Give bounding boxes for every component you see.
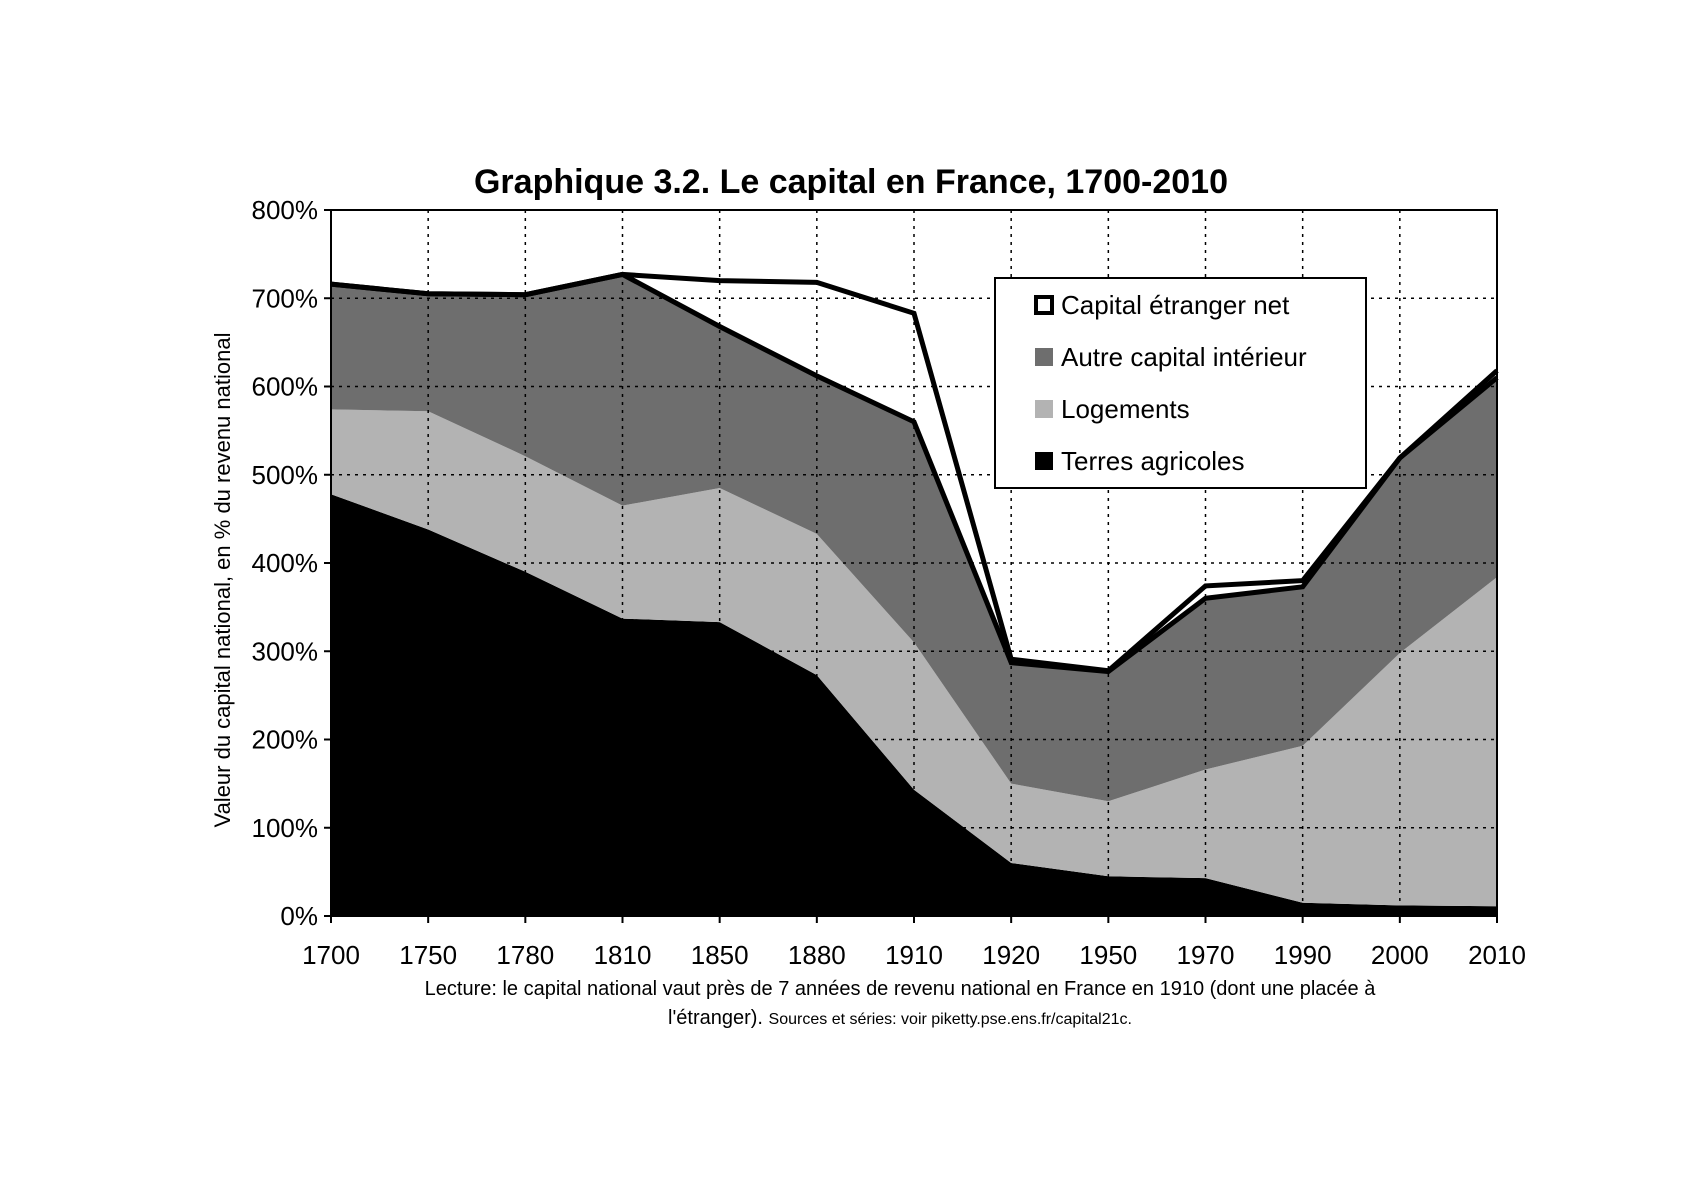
x-tick-label: 1910: [885, 940, 943, 970]
y-tick-label: 100%: [252, 813, 319, 843]
legend-swatch: [1034, 295, 1054, 315]
legend: Capital étranger net Autre capital intéri…: [994, 277, 1367, 489]
sources-text: Sources et séries: voir piketty.pse.ens.…: [768, 1011, 1132, 1028]
x-axis: 1700 1750 1780 1810 1850 1880 1910 1920 1950 1970…: [302, 916, 1526, 970]
area-autre-capital-interieur: [331, 274, 1497, 802]
y-tick-label: 600%: [252, 372, 319, 402]
x-tick-label: 1850: [691, 940, 749, 970]
national-capital-outline: [330, 271, 1499, 674]
x-tick-label: 1700: [302, 940, 360, 970]
sources-note: l'étranger). Sources et séries: voir pik…: [300, 1007, 1500, 1030]
legend-swatch: [1035, 348, 1053, 366]
reading-note-end: l'étranger).: [668, 1007, 769, 1029]
y-tick-label: 800%: [252, 195, 319, 225]
grid: [331, 210, 1497, 916]
series-outline-group: [330, 271, 1499, 675]
y-axis-label: Valeur du capital national, en % du reve…: [210, 333, 235, 828]
y-tick-label: 500%: [252, 460, 319, 490]
area-capital-etranger-net: [331, 274, 1497, 672]
y-tick-label: 400%: [252, 548, 319, 578]
legend-label: Terres agricoles: [1061, 446, 1245, 476]
x-tick-label: 1970: [1177, 940, 1235, 970]
x-tick-label: 1990: [1274, 940, 1332, 970]
x-tick-label: 1920: [982, 940, 1040, 970]
x-tick-label: 1810: [594, 940, 652, 970]
legend-label: Capital étranger net: [1061, 290, 1290, 320]
legend-label: Autre capital intérieur: [1061, 342, 1307, 372]
x-tick-label: 1750: [399, 940, 457, 970]
y-tick-label: 0%: [280, 901, 318, 931]
y-axis: 0% 100% 200% 300% 400% 500% 600% 700% 800%: [252, 195, 331, 931]
y-tick-label: 700%: [252, 283, 319, 313]
x-tick-label: 2000: [1371, 940, 1429, 970]
x-tick-label: 1950: [1079, 940, 1137, 970]
legend-box: [994, 277, 1367, 489]
y-tick-label: 300%: [252, 636, 319, 666]
legend-swatch: [1035, 452, 1053, 470]
x-tick-label: 2010: [1468, 940, 1526, 970]
area-logements: [331, 409, 1497, 907]
chart-title: Graphique 3.2. Le capital en France, 170…: [474, 163, 1228, 201]
y-tick-label: 200%: [252, 725, 319, 755]
x-tick-label: 1880: [788, 940, 846, 970]
reading-note: Lecture: le capital national vaut près d…: [424, 978, 1376, 1000]
legend-label: Logements: [1061, 394, 1190, 424]
legend-swatch: [1035, 400, 1053, 418]
x-tick-label: 1780: [496, 940, 554, 970]
